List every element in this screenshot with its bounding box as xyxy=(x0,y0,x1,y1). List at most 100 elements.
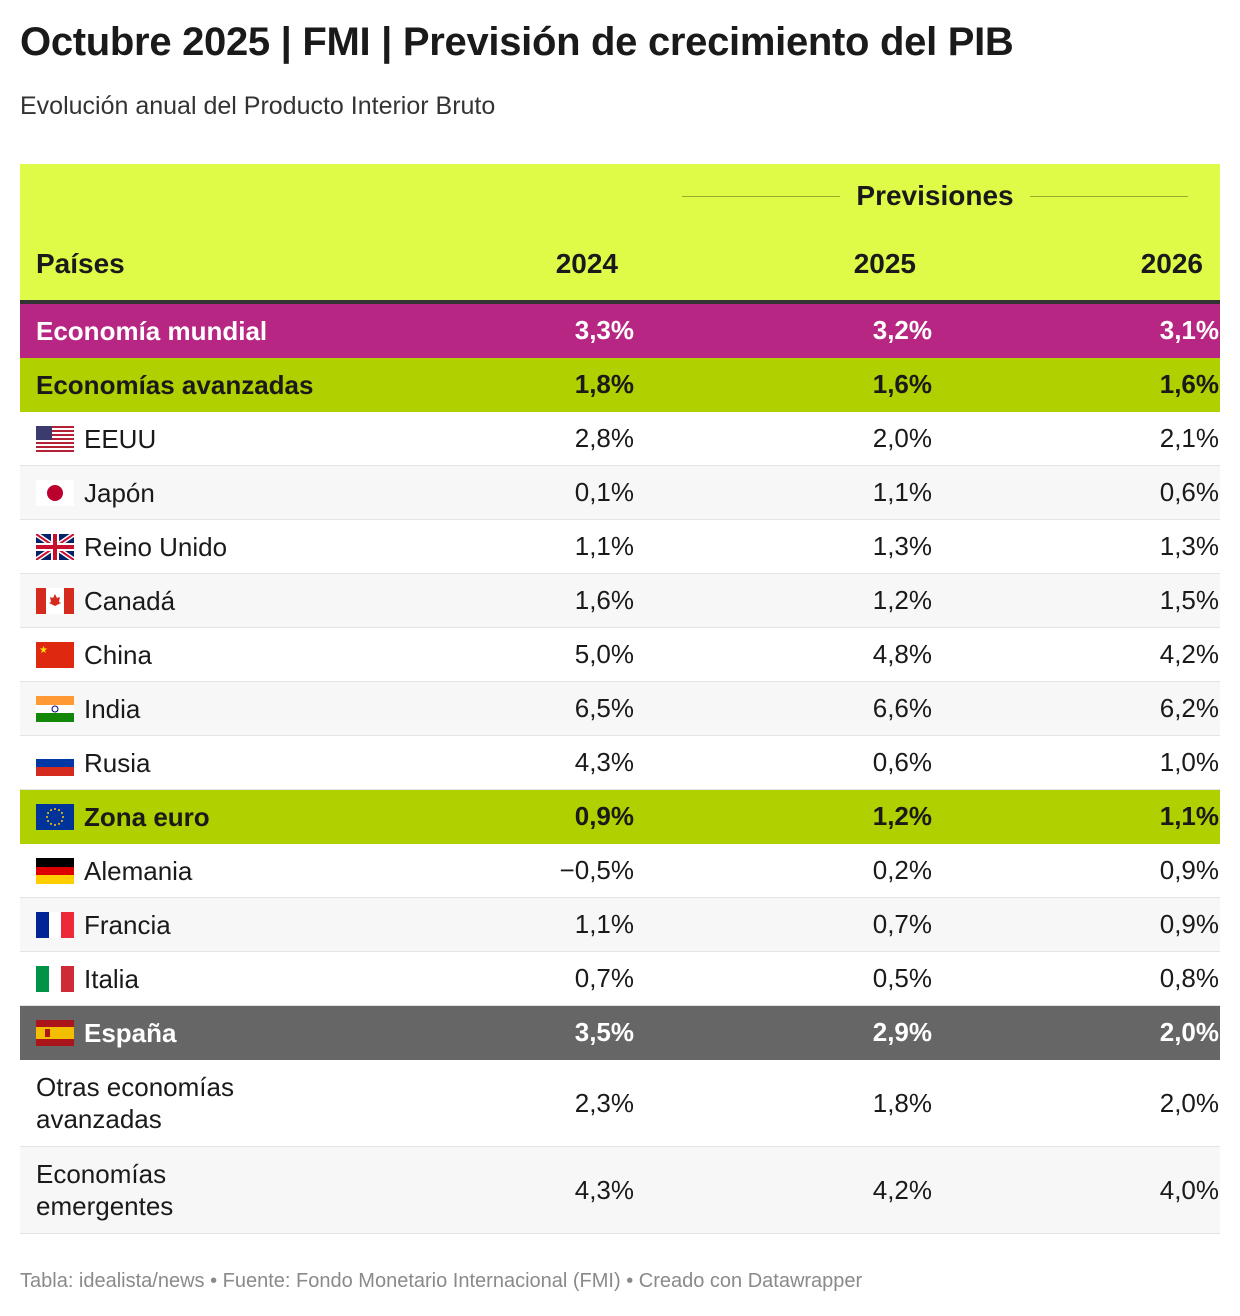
value-2025: 4,8% xyxy=(872,639,932,669)
country-cell: Canadá xyxy=(20,585,486,617)
table-row: Rusia 4,3% 0,6% 1,0% xyxy=(20,736,1220,790)
value-2026: 2,0% xyxy=(1159,1017,1219,1047)
jp-flag-icon xyxy=(36,479,74,506)
table-row: Japón 0,1% 1,1% 0,6% xyxy=(20,466,1220,520)
country-cell: Otras economías avanzadas xyxy=(20,1071,486,1135)
table-row: Economías avanzadas 1,8% 1,6% 1,6% xyxy=(20,358,1220,412)
value-2024: 3,3% xyxy=(574,315,634,345)
value-2024: 2,3% xyxy=(574,1087,634,1118)
value-2025: 0,2% xyxy=(872,855,932,885)
eu-flag-icon xyxy=(36,803,74,830)
value-2025: 6,6% xyxy=(872,693,932,723)
country-name: Rusia xyxy=(84,747,151,778)
value-2024: 5,0% xyxy=(574,639,634,669)
value-2024: 1,6% xyxy=(574,585,634,615)
country-name: Italia xyxy=(84,963,139,994)
table-row: Economía mundial 3,3% 3,2% 3,1% xyxy=(20,304,1220,358)
cn-flag-icon: ★ xyxy=(36,641,74,668)
value-2026: 1,0% xyxy=(1159,747,1219,777)
column-header-countries[interactable]: Países xyxy=(36,248,125,279)
value-2024: 0,7% xyxy=(574,963,634,993)
value-2025: 0,5% xyxy=(872,963,932,993)
table-row: ★ China 5,0% 4,8% 4,2% xyxy=(20,628,1220,682)
value-2024: 0,1% xyxy=(574,477,634,507)
country-cell: España xyxy=(20,1017,486,1049)
value-2025: 1,2% xyxy=(872,801,932,831)
country-name: Japón xyxy=(84,477,155,508)
table-row: India 6,5% 6,6% 6,2% xyxy=(20,682,1220,736)
de-flag-icon xyxy=(36,857,74,884)
country-cell: Japón xyxy=(20,477,486,509)
value-2024: 0,9% xyxy=(574,801,634,831)
value-2025: 1,6% xyxy=(872,369,932,399)
country-cell: EEUU xyxy=(20,423,486,455)
column-header-2025[interactable]: 2025 xyxy=(853,248,916,279)
country-name: Canadá xyxy=(84,585,176,616)
country-cell: Economía mundial xyxy=(20,315,486,347)
table-row: Italia 0,7% 0,5% 0,8% xyxy=(20,952,1220,1006)
country-name: Alemania xyxy=(84,855,193,886)
table-row: Alemania −0,5% 0,2% 0,9% xyxy=(20,844,1220,898)
in-flag-icon xyxy=(36,695,74,722)
value-2025: 2,0% xyxy=(872,423,932,453)
es-flag-icon xyxy=(36,1019,74,1046)
table-body: Economía mundial 3,3% 3,2% 3,1% Economías av… xyxy=(20,304,1220,1234)
ca-flag-icon xyxy=(36,587,74,614)
table-row: Zona euro 0,9% 1,2% 1,1% xyxy=(20,790,1220,844)
page-title: Octubre 2025 | FMI | Previsión de crecim… xyxy=(20,20,1014,64)
value-2026: 1,3% xyxy=(1159,531,1219,561)
ru-flag-icon xyxy=(36,749,74,776)
country-cell: Alemania xyxy=(20,855,486,887)
country-cell: Economías emergentes xyxy=(20,1158,486,1222)
value-2025: 1,8% xyxy=(872,1087,932,1118)
value-2024: 1,8% xyxy=(574,369,634,399)
us-flag-icon xyxy=(36,425,74,452)
country-name: Economías avanzadas xyxy=(36,369,314,400)
value-2025: 0,7% xyxy=(872,909,932,939)
country-cell: ★ China xyxy=(20,639,486,671)
value-2025: 1,2% xyxy=(872,585,932,615)
divider xyxy=(1029,195,1189,197)
country-cell: Reino Unido xyxy=(20,531,486,563)
value-2024: 4,3% xyxy=(574,747,634,777)
forecast-group-header: Previsiones xyxy=(682,180,1189,212)
country-name: India xyxy=(84,693,141,724)
country-cell: Francia xyxy=(20,909,486,941)
value-2024: 1,1% xyxy=(574,531,634,561)
value-2024: 2,8% xyxy=(574,423,634,453)
country-cell: Italia xyxy=(20,963,486,995)
country-name: Otras economías avanzadas xyxy=(36,1072,234,1134)
country-name: EEUU xyxy=(84,423,157,454)
value-2025: 1,1% xyxy=(872,477,932,507)
value-2026: 0,9% xyxy=(1159,855,1219,885)
fr-flag-icon xyxy=(36,911,74,938)
gb-flag-icon xyxy=(36,533,74,560)
value-2026: 2,1% xyxy=(1159,423,1219,453)
table-row: Otras economías avanzadas 2,3% 1,8% 2,0% xyxy=(20,1060,1220,1147)
column-header-2026[interactable]: 2026 xyxy=(1140,248,1203,279)
value-2026: 0,9% xyxy=(1159,909,1219,939)
country-cell: Zona euro xyxy=(20,801,486,833)
forecast-label: Previsiones xyxy=(856,180,1014,211)
value-2025: 4,2% xyxy=(872,1174,932,1205)
country-cell: Economías avanzadas xyxy=(20,369,486,401)
value-2026: 0,8% xyxy=(1159,963,1219,993)
value-2026: 4,2% xyxy=(1159,639,1219,669)
table-row: España 3,5% 2,9% 2,0% xyxy=(20,1006,1220,1060)
table-header: Previsiones Países 2024 2025 2026 xyxy=(20,164,1220,304)
country-cell: Rusia xyxy=(20,747,486,779)
value-2026: 4,0% xyxy=(1159,1174,1219,1205)
column-header-2024[interactable]: 2024 xyxy=(555,248,618,279)
value-2025: 2,9% xyxy=(872,1017,932,1047)
value-2025: 0,6% xyxy=(872,747,932,777)
value-2026: 1,5% xyxy=(1159,585,1219,615)
table-row: Canadá 1,6% 1,2% 1,5% xyxy=(20,574,1220,628)
value-2024: 4,3% xyxy=(574,1174,634,1205)
value-2026: 3,1% xyxy=(1159,315,1219,345)
country-name: Reino Unido xyxy=(84,531,228,562)
subtitle: Evolución anual del Producto Interior Br… xyxy=(20,92,496,120)
value-2024: 3,5% xyxy=(574,1017,634,1047)
gdp-table: Previsiones Países 2024 2025 2026 Econom… xyxy=(20,164,1220,1234)
country-cell: India xyxy=(20,693,486,725)
